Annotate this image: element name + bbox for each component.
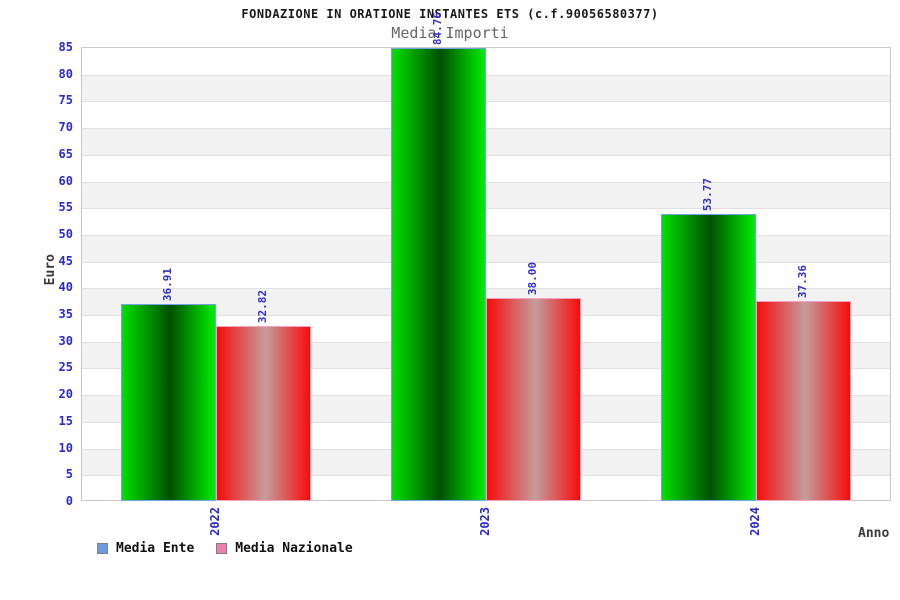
grid-line xyxy=(82,421,890,423)
chart-title: FONDAZIONE IN ORATIONE INSTANTES ETS (c.… xyxy=(241,7,659,21)
y-tick-label: 35 xyxy=(58,307,73,322)
y-tick-label: 10 xyxy=(58,440,73,455)
grid-line xyxy=(82,448,890,450)
category-label: 2022 xyxy=(208,507,222,536)
grid-band xyxy=(82,234,890,262)
grid-line xyxy=(82,475,890,477)
y-axis-label: Euro xyxy=(43,254,58,286)
legend-item-media-ente: Media Ente xyxy=(97,541,194,556)
y-tick-label: 70 xyxy=(58,120,73,135)
grid-line xyxy=(82,128,890,130)
grid-line xyxy=(82,341,890,343)
grid-band xyxy=(82,181,890,209)
y-tick-label: 5 xyxy=(65,467,73,482)
y-tick-label: 25 xyxy=(58,360,73,375)
grid-line xyxy=(82,395,890,397)
y-tick-label: 75 xyxy=(58,93,73,108)
grid-band xyxy=(82,288,890,316)
category-label: 2023 xyxy=(478,507,492,536)
y-tick-label: 20 xyxy=(58,387,73,402)
legend-item-media-nazionale: Media Nazionale xyxy=(216,541,353,556)
grid-band xyxy=(82,74,890,102)
y-tick-label: 65 xyxy=(58,146,73,161)
chart-subtitle: Media Importi xyxy=(391,24,509,42)
category-label: 2024 xyxy=(748,507,762,536)
legend-label-media-ente: Media Ente xyxy=(116,541,195,556)
grid-band xyxy=(82,128,890,155)
grid-band xyxy=(82,395,890,422)
y-tick-label: 0 xyxy=(65,494,73,508)
grid-line xyxy=(82,74,890,76)
grid-band xyxy=(82,341,890,369)
media-nazionale-swatch-icon xyxy=(216,543,228,554)
grid-line xyxy=(82,288,890,290)
grid-line xyxy=(82,181,890,183)
y-tick-label: 30 xyxy=(58,333,73,348)
y-tick-label: 60 xyxy=(58,173,73,188)
plot-area xyxy=(81,47,891,501)
grid-line xyxy=(82,368,890,370)
media-ente-swatch-icon xyxy=(97,543,108,554)
y-tick-label: 15 xyxy=(58,413,73,428)
grid-line xyxy=(82,234,890,236)
y-tick-label: 50 xyxy=(58,226,73,241)
grid-line xyxy=(82,101,890,103)
x-axis-label: Anno xyxy=(858,526,890,541)
grid-line xyxy=(82,315,890,317)
grid-band xyxy=(82,448,890,476)
grid-line xyxy=(82,261,890,263)
y-tick-label: 55 xyxy=(58,200,73,215)
legend-label-media-nazionale: Media Nazionale xyxy=(235,541,353,556)
grid-line xyxy=(82,208,890,210)
grid-line xyxy=(82,154,890,156)
y-tick-label: 80 xyxy=(58,66,73,81)
legend: Media Ente Media Nazionale xyxy=(97,541,353,556)
